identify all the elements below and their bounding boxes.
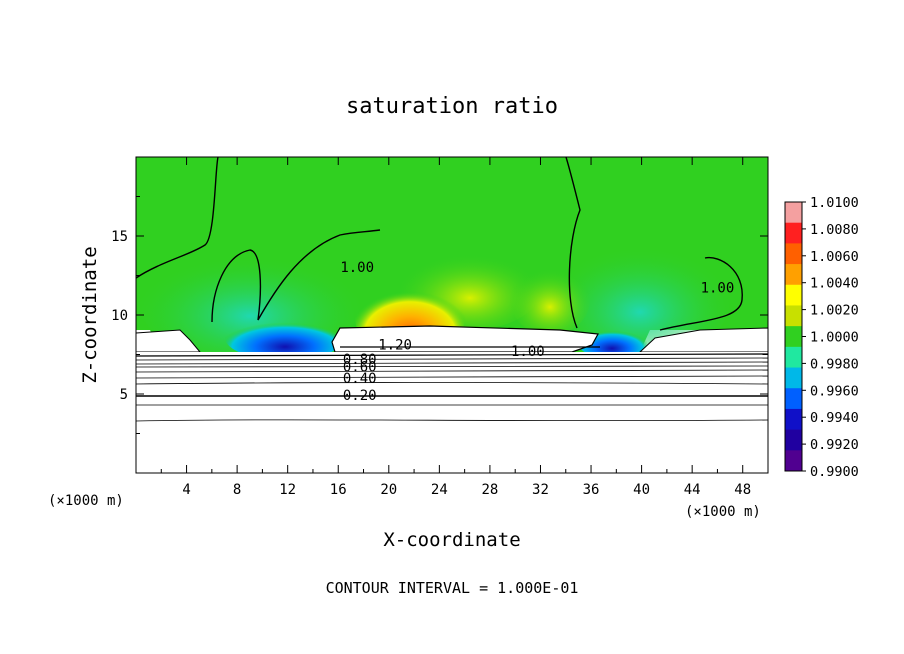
- colorbar-label: 0.9980: [810, 356, 859, 372]
- x-tick-label: 40: [633, 482, 650, 498]
- y-tick-label: 5: [120, 387, 128, 403]
- colorbar-segment: [785, 202, 802, 224]
- colorbar-segment: [785, 264, 802, 286]
- colorbar-segment: [785, 429, 802, 451]
- contour-label: 0.80: [343, 352, 377, 368]
- y-tick-label: 10: [111, 308, 128, 324]
- y-tick-label: 15: [111, 229, 128, 245]
- subsaturation-left: [225, 316, 345, 360]
- y-axis-label: Z-coordinate: [79, 246, 101, 383]
- colorbar-segment: [785, 243, 802, 265]
- colorbar-label: 0.9940: [810, 410, 859, 426]
- colorbar-label: 1.0020: [810, 303, 859, 319]
- colorbar-segment: [785, 326, 802, 348]
- contour-label: 1.00: [701, 281, 735, 297]
- chart-title: saturation ratio: [346, 94, 558, 119]
- contour-label: 0.60: [343, 360, 377, 376]
- x-axis-ticks: 4 8 12 16 20 24 28 32 36 40 44 48: [160, 157, 751, 498]
- x-axis-unit-left: (×1000 m): [48, 493, 124, 509]
- x-tick-label: 44: [684, 482, 701, 498]
- colorbar-label: 0.9920: [810, 437, 859, 453]
- colorbar-label: 1.0100: [810, 195, 859, 211]
- colorbar-segment: [785, 450, 802, 472]
- yellow-zone-b: [510, 265, 590, 335]
- colorbar-segment: [785, 284, 802, 306]
- y-axis-ticks: 5 10 15: [111, 196, 768, 434]
- colorbar-segment: [785, 222, 802, 244]
- lower-layer: [136, 352, 768, 473]
- contour-label: 0.20: [343, 388, 377, 404]
- x-tick-label: 16: [330, 482, 347, 498]
- contour-label: 1.00: [340, 260, 374, 276]
- colorbar-label: 0.9900: [810, 464, 859, 480]
- contour-label: 0.40: [343, 371, 377, 387]
- x-tick-label: 32: [532, 482, 549, 498]
- contour-label: 1.00: [511, 344, 545, 360]
- contour-label: 1.20: [378, 338, 412, 354]
- cloud-region-left: [136, 329, 202, 353]
- x-axis-unit-right: (×1000 m): [685, 504, 761, 520]
- colorbar-segment: [785, 408, 802, 431]
- x-tick-label: 28: [481, 482, 498, 498]
- colorbar-segment: [785, 346, 802, 369]
- colorbar: 1.0100 1.0080 1.0060 1.0040 1.0020 1.0000 0.99…: [784, 195, 859, 480]
- colorbar-label: 1.0000: [810, 330, 859, 346]
- colorbar-label: 1.0040: [810, 276, 859, 292]
- contour-interval-note: CONTOUR INTERVAL = 1.000E-01: [326, 579, 579, 597]
- x-tick-label: 48: [734, 482, 751, 498]
- colorbar-label: 1.0080: [810, 222, 859, 238]
- colorbar-label: 1.0060: [810, 249, 859, 265]
- x-tick-label: 36: [583, 482, 600, 498]
- x-tick-label: 4: [182, 482, 190, 498]
- x-tick-label: 24: [431, 482, 448, 498]
- colorbar-label: 0.9960: [810, 383, 859, 399]
- colorbar-segment: [785, 305, 802, 327]
- colorbar-segment: [785, 388, 802, 410]
- x-axis-label: X-coordinate: [383, 529, 520, 551]
- x-tick-label: 20: [380, 482, 397, 498]
- x-tick-label: 12: [279, 482, 296, 498]
- cloud-region-center: [331, 325, 599, 353]
- x-tick-label: 8: [233, 482, 241, 498]
- colorbar-segment: [785, 367, 802, 389]
- plot-area: [136, 157, 768, 473]
- contour-labels: 1.00 1.00 1.00 1.200.800.600.400.20: [340, 260, 735, 404]
